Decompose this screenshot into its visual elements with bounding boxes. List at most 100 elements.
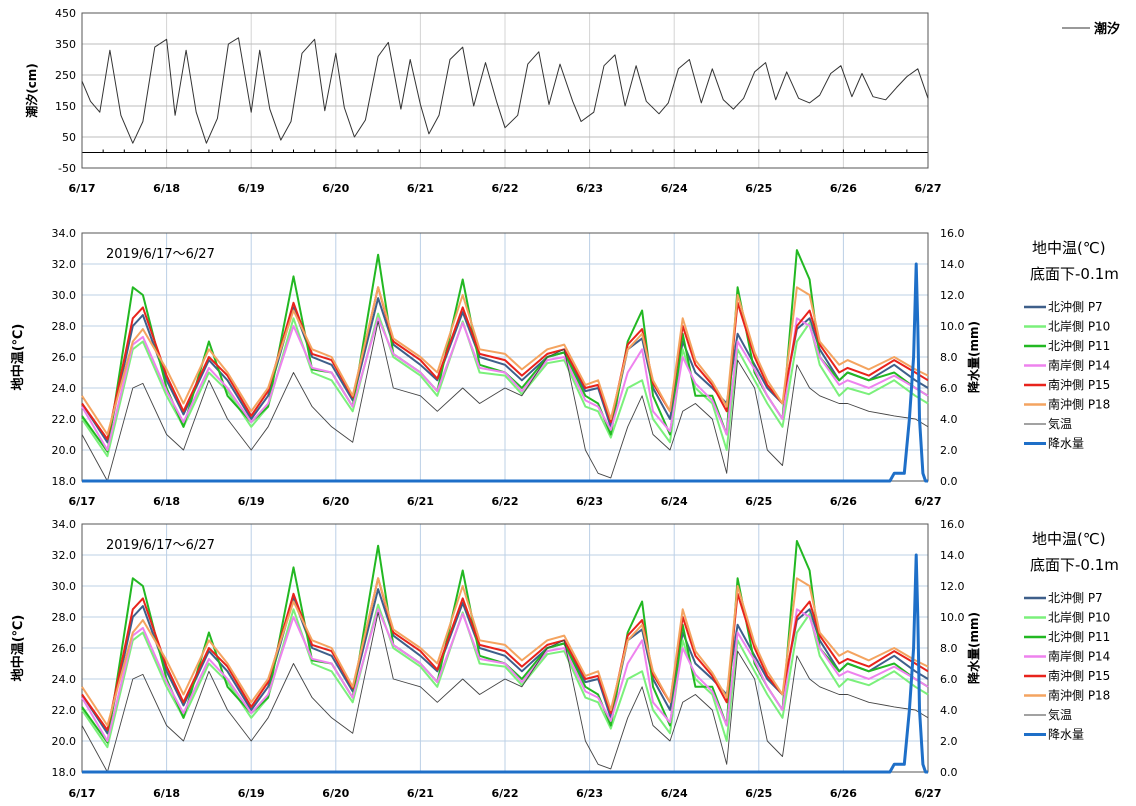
temp-top-x-tick-label: 6/22 [492, 495, 519, 508]
temp-top-y2-tick-label: 12.0 [940, 289, 965, 302]
temp-top-y2-tick-label: 6.0 [940, 382, 958, 395]
temp-bottom-x-tick-label: 6/26 [830, 787, 857, 800]
temp-bottom-y2-tick-label: 12.0 [940, 580, 965, 593]
temp-top-y2-tick-label: 14.0 [940, 258, 965, 271]
temp-bottom-legend-label: 南沖側 P18 [1048, 688, 1110, 703]
temp-bottom-legend-label: 北岸側 P10 [1048, 611, 1110, 625]
temp-bottom-period-label: 2019/6/17～6/27 [106, 538, 215, 553]
temp-top-y2-tick-label: 0.0 [940, 475, 958, 488]
tide-x-tick-label: 6/24 [661, 182, 688, 195]
temp-bottom-x-tick-label: 6/18 [153, 787, 180, 800]
temp-top-series-南沖側-P15 [81, 286, 929, 441]
temp-top-y2-tick-label: 10.0 [940, 320, 965, 333]
temp-bottom-y2-tick-label: 14.0 [940, 549, 965, 562]
tide-y-axis-label: 潮汐(cm) [24, 63, 39, 118]
temp-top-y2-tick-label: 8.0 [940, 351, 958, 364]
temp-bottom-y-tick-label: 32.0 [52, 549, 77, 562]
temp-bottom-series-南岸側-P14 [81, 608, 929, 742]
temp-top-x-tick-label: 6/26 [830, 495, 857, 508]
temp-top-x-tick-label: 6/27 [915, 495, 942, 508]
temp-bottom-series-南沖側-P18 [81, 577, 929, 727]
temp-top-legend-label: 南沖側 P18 [1048, 397, 1110, 412]
temp-top-y-tick-label: 20.0 [52, 444, 77, 457]
temp-bottom-y-tick-label: 26.0 [52, 642, 77, 655]
temp-top-x-tick-label: 6/19 [238, 495, 265, 508]
temp-bottom-y2-tick-label: 4.0 [940, 704, 958, 717]
temp-top-y-tick-label: 30.0 [52, 289, 77, 302]
temp-top-series-南沖側-P18 [81, 286, 929, 436]
temp-bottom-y-tick-label: 28.0 [52, 611, 77, 624]
temp-top-series-気温 [81, 320, 929, 482]
temp-bottom-series-北岸側-P10 [81, 603, 929, 749]
temp-top-legend-label: 北岸側 P10 [1048, 320, 1110, 334]
tide-x-tick-label: 6/26 [830, 182, 857, 195]
temp-top-legend-label: 降水量 [1048, 437, 1084, 451]
temp-top-y2-tick-label: 2.0 [940, 444, 958, 457]
tide-y-tick-label: 450 [55, 7, 76, 20]
temp-top-series-北沖側-P7 [81, 297, 929, 444]
temp-top-rain-line [82, 262, 928, 483]
temp-top-y-tick-label: 34.0 [52, 227, 77, 240]
temp-top-x-tick-label: 6/20 [322, 495, 349, 508]
temp-bottom-series-南沖側-P15 [81, 577, 929, 732]
temp-bottom-x-tick-label: 6/24 [661, 787, 688, 800]
temp-top-x-tick-label: 6/23 [576, 495, 603, 508]
temp-bottom-x-tick-label: 6/25 [745, 787, 772, 800]
temp-bottom-y-axis-label: 地中温(℃) [10, 615, 26, 682]
temp-top-x-tick-label: 6/18 [153, 495, 180, 508]
temp-bottom-y-tick-label: 18.0 [52, 766, 77, 779]
temp-bottom-series-北沖側-P7 [81, 588, 929, 735]
temp-bottom-y-tick-label: 30.0 [52, 580, 77, 593]
temp-top-y2-axis-label: 降水量(mm) [966, 321, 981, 393]
temp-top-y2-tick-label: 16.0 [940, 227, 965, 240]
temp-bottom-x-tick-label: 6/27 [915, 787, 942, 800]
temp-bottom-legend-title: 地中温(℃) [1032, 530, 1106, 548]
tide-x-tick-label: 6/18 [153, 182, 180, 195]
temp-top-y-axis-label: 地中温(℃) [10, 324, 26, 391]
temp-bottom-y-tick-label: 20.0 [52, 735, 77, 748]
temp-top-x-tick-label: 6/25 [745, 495, 772, 508]
tide-x-tick-label: 6/20 [322, 182, 349, 195]
temp-bottom-x-tick-label: 6/20 [322, 787, 349, 800]
temp-top-series-北岸側-P10 [81, 312, 929, 458]
temp-top-y-tick-label: 32.0 [52, 258, 77, 271]
tide-x-tick-label: 6/27 [915, 182, 942, 195]
temp-bottom-y2-axis-label: 降水量(mm) [966, 612, 981, 684]
temp-bottom-legend-label: 北沖側 P7 [1048, 591, 1103, 605]
temp-bottom-y2-tick-label: 0.0 [940, 766, 958, 779]
temp-bottom-x-tick-label: 6/19 [238, 787, 265, 800]
temp-bottom-legend-label: 南岸側 P14 [1048, 649, 1110, 664]
temp-bottom-y-tick-label: 24.0 [52, 673, 77, 686]
temp-top-legend-label: 北沖側 P7 [1048, 300, 1103, 314]
tide-y-tick-label: 150 [55, 100, 76, 113]
tide-legend-label: 潮汐 [1094, 21, 1120, 37]
tide-y-tick-label: -50 [58, 162, 76, 175]
temp-bottom-legend-subtitle: 底面下-0.1m [1030, 556, 1119, 574]
temp-bottom-x-tick-label: 6/23 [576, 787, 603, 800]
temp-bottom-y-tick-label: 22.0 [52, 704, 77, 717]
temp-bottom-rain-line [82, 553, 928, 774]
temp-top-legend-label: 南沖側 P15 [1048, 377, 1110, 392]
temp-top-y-tick-label: 26.0 [52, 351, 77, 364]
temp-bottom-x-tick-label: 6/17 [69, 787, 96, 800]
temp-bottom-y-tick-label: 34.0 [52, 518, 77, 531]
temp-bottom-y2-tick-label: 10.0 [940, 611, 965, 624]
temp-bottom-x-tick-label: 6/22 [492, 787, 519, 800]
temp-bottom-y2-tick-label: 2.0 [940, 735, 958, 748]
temp-top-legend-subtitle: 底面下-0.1m [1030, 265, 1119, 283]
temp-top-legend-label: 気温 [1048, 416, 1072, 431]
tide-y-tick-label: 350 [55, 38, 76, 51]
temp-top-y-tick-label: 22.0 [52, 413, 77, 426]
temp-bottom-legend-label: 降水量 [1048, 728, 1084, 742]
temp-top-y2-tick-label: 4.0 [940, 413, 958, 426]
temp-top-x-tick-label: 6/24 [661, 495, 688, 508]
temp-bottom-x-tick-label: 6/21 [407, 787, 434, 800]
temp-top-x-tick-label: 6/17 [69, 495, 96, 508]
temp-top-legend-title: 地中温(℃) [1032, 239, 1106, 257]
tide-plot-frame [81, 12, 929, 169]
tide-x-tick-label: 6/23 [576, 182, 603, 195]
temp-top-y-tick-label: 24.0 [52, 382, 77, 395]
tide-x-tick-label: 6/21 [407, 182, 434, 195]
